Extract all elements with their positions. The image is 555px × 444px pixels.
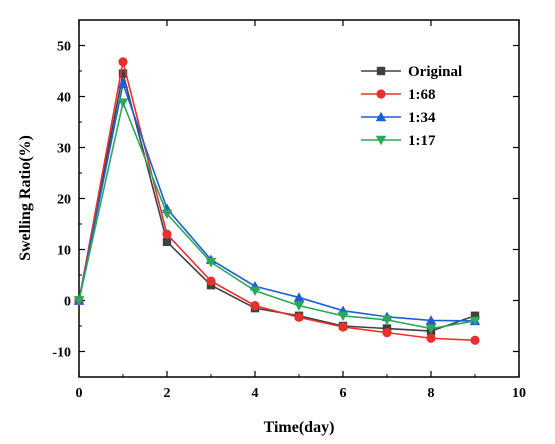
y-tick-label: 30 bbox=[57, 142, 71, 157]
axis-ticks: 0 2 4 6 8 10 -10 0 10 20 30 40 50 bbox=[52, 19, 526, 401]
x-tick-label: 0 bbox=[76, 386, 83, 401]
y-tick-label: 0 bbox=[64, 295, 71, 310]
data-point bbox=[161, 209, 173, 220]
legend-item: 1:34 bbox=[361, 110, 436, 126]
legend-marker bbox=[376, 66, 386, 76]
data-point bbox=[338, 322, 348, 332]
data-point bbox=[337, 311, 349, 322]
series-line bbox=[78, 99, 476, 330]
legend-marker bbox=[375, 111, 387, 122]
y-tick-label: 20 bbox=[57, 193, 71, 208]
x-tick-label: 6 bbox=[340, 386, 347, 401]
y-axis-title: Swelling Ratio(%) bbox=[17, 135, 34, 261]
legend-label: 1:68 bbox=[408, 87, 436, 103]
x-tick-label: 4 bbox=[252, 386, 259, 401]
y-tick-label: 50 bbox=[57, 40, 71, 55]
legend-item: 1:68 bbox=[361, 87, 436, 103]
legend-item: 1:17 bbox=[361, 133, 436, 149]
data-point bbox=[294, 312, 304, 322]
legend-label: 1:17 bbox=[408, 133, 436, 149]
data-point bbox=[425, 315, 437, 325]
data-point bbox=[118, 57, 128, 67]
legend-marker bbox=[375, 135, 387, 146]
data-point bbox=[470, 335, 480, 345]
data-point bbox=[426, 333, 436, 343]
legend: Original 1:68 1:34 1:17 bbox=[361, 64, 462, 149]
x-tick-label: 2 bbox=[164, 386, 171, 401]
legend-item: Original bbox=[361, 64, 462, 80]
data-point bbox=[250, 301, 260, 311]
legend-marker bbox=[376, 89, 386, 99]
y-tick-label: -10 bbox=[52, 346, 71, 361]
data-point bbox=[73, 296, 85, 306]
data-point bbox=[118, 69, 128, 78]
x-tick-label: 8 bbox=[428, 386, 435, 401]
data-point bbox=[117, 98, 129, 108]
series-1:17 bbox=[73, 98, 481, 334]
data-point bbox=[381, 315, 393, 326]
x-tick-label: 10 bbox=[512, 386, 526, 401]
data-point bbox=[249, 286, 261, 297]
data-point bbox=[206, 276, 216, 286]
data-point bbox=[162, 229, 172, 239]
data-point bbox=[469, 316, 481, 327]
legend-label: Original bbox=[408, 64, 462, 80]
y-tick-label: 40 bbox=[57, 91, 71, 106]
data-point bbox=[117, 78, 129, 88]
data-point bbox=[162, 237, 172, 247]
legend-label: 1:34 bbox=[408, 110, 436, 126]
data-point bbox=[293, 301, 305, 311]
data-point bbox=[293, 292, 305, 302]
data-point bbox=[425, 324, 437, 334]
y-tick-label: 10 bbox=[57, 244, 71, 259]
data-point bbox=[382, 328, 392, 338]
series-layer bbox=[73, 57, 481, 345]
x-axis-title: Time(day) bbox=[264, 419, 335, 436]
series-line bbox=[78, 80, 476, 322]
data-point bbox=[205, 258, 217, 268]
